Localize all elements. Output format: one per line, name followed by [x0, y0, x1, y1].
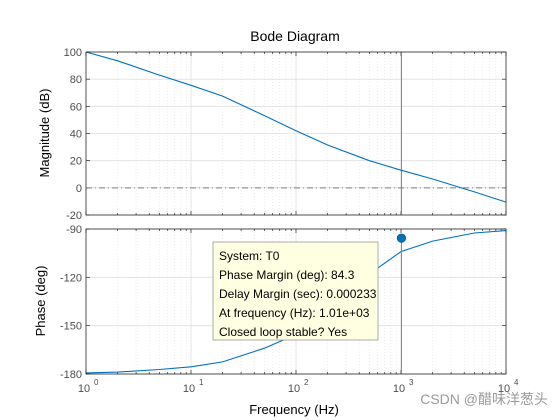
magnitude-y-tick-label: 20	[70, 156, 82, 168]
magnitude-y-tick-label: 100	[64, 47, 82, 59]
x-tick-exponent: 2	[304, 378, 309, 387]
magnitude-lines	[85, 51, 507, 215]
x-tick-base: 10	[183, 383, 195, 395]
magnitude-y-tick-label: 80	[70, 74, 82, 86]
phase-y-tick-label: -90	[66, 224, 82, 236]
magnitude-y-tick-label: 60	[70, 101, 82, 113]
x-tick-label: 10 3	[393, 378, 414, 395]
x-tick-exponent: 1	[199, 378, 204, 387]
x-tick-label: 10 1	[183, 378, 204, 395]
x-tick-label: 10 0	[78, 378, 99, 395]
x-tick-exponent: 3	[409, 378, 414, 387]
phase-y-label: Phase (deg)	[33, 266, 48, 337]
magnitude-y-tick-label: 0	[76, 183, 82, 195]
magnitude-response-line	[85, 51, 507, 203]
phase-y-ticks: -90 -120 -150 -180	[60, 224, 507, 381]
phase-y-tick-label: -120	[60, 272, 82, 284]
x-tick-base: 10	[393, 383, 405, 395]
x-tick-labels: 10 0 10 1 10 2 10 3 10 4	[78, 378, 519, 395]
datatip-box	[212, 241, 379, 341]
magnitude-axes: 100 80 60 40 20 0 -20 Magnitude (dB)	[37, 47, 507, 222]
x-tick-base: 10	[288, 383, 300, 395]
datatip-line-system: System: T0	[219, 249, 280, 263]
phase-axes-box	[85, 228, 507, 375]
magnitude-y-tick-label: 40	[70, 129, 82, 141]
x-tick-base: 10	[498, 383, 510, 395]
datatip-line-delay-margin: Delay Margin (sec): 0.000233	[219, 287, 377, 301]
magnitude-y-tick-label: -20	[66, 210, 82, 222]
x-tick-exponent: 4	[514, 378, 519, 387]
phase-margin-marker	[396, 233, 407, 243]
x-tick-label: 10 4	[498, 378, 519, 395]
x-tick-label: 10 2	[288, 378, 309, 395]
x-tick-exponent: 0	[94, 378, 99, 387]
watermark-text: CSDN @醋味洋葱头	[420, 391, 548, 407]
magnitude-y-label: Magnitude (dB)	[37, 89, 52, 178]
chart-title: Bode Diagram	[250, 28, 340, 44]
x-tick-base: 10	[78, 383, 90, 395]
phase-y-tick-label: -180	[60, 369, 82, 381]
phase-margin-datatip[interactable]: System: T0 Phase Margin (deg): 84.3 Dela…	[212, 241, 379, 341]
phase-y-tick-label: -150	[60, 321, 82, 333]
x-axis-label: Frequency (Hz)	[249, 402, 339, 417]
magnitude-axes-box	[85, 51, 507, 216]
datatip-line-stability: Closed loop stable? Yes	[219, 325, 347, 339]
datatip-line-frequency: At frequency (Hz): 1.01e+03	[219, 306, 370, 320]
datatip-line-phase-margin: Phase Margin (deg): 84.3	[219, 268, 355, 282]
